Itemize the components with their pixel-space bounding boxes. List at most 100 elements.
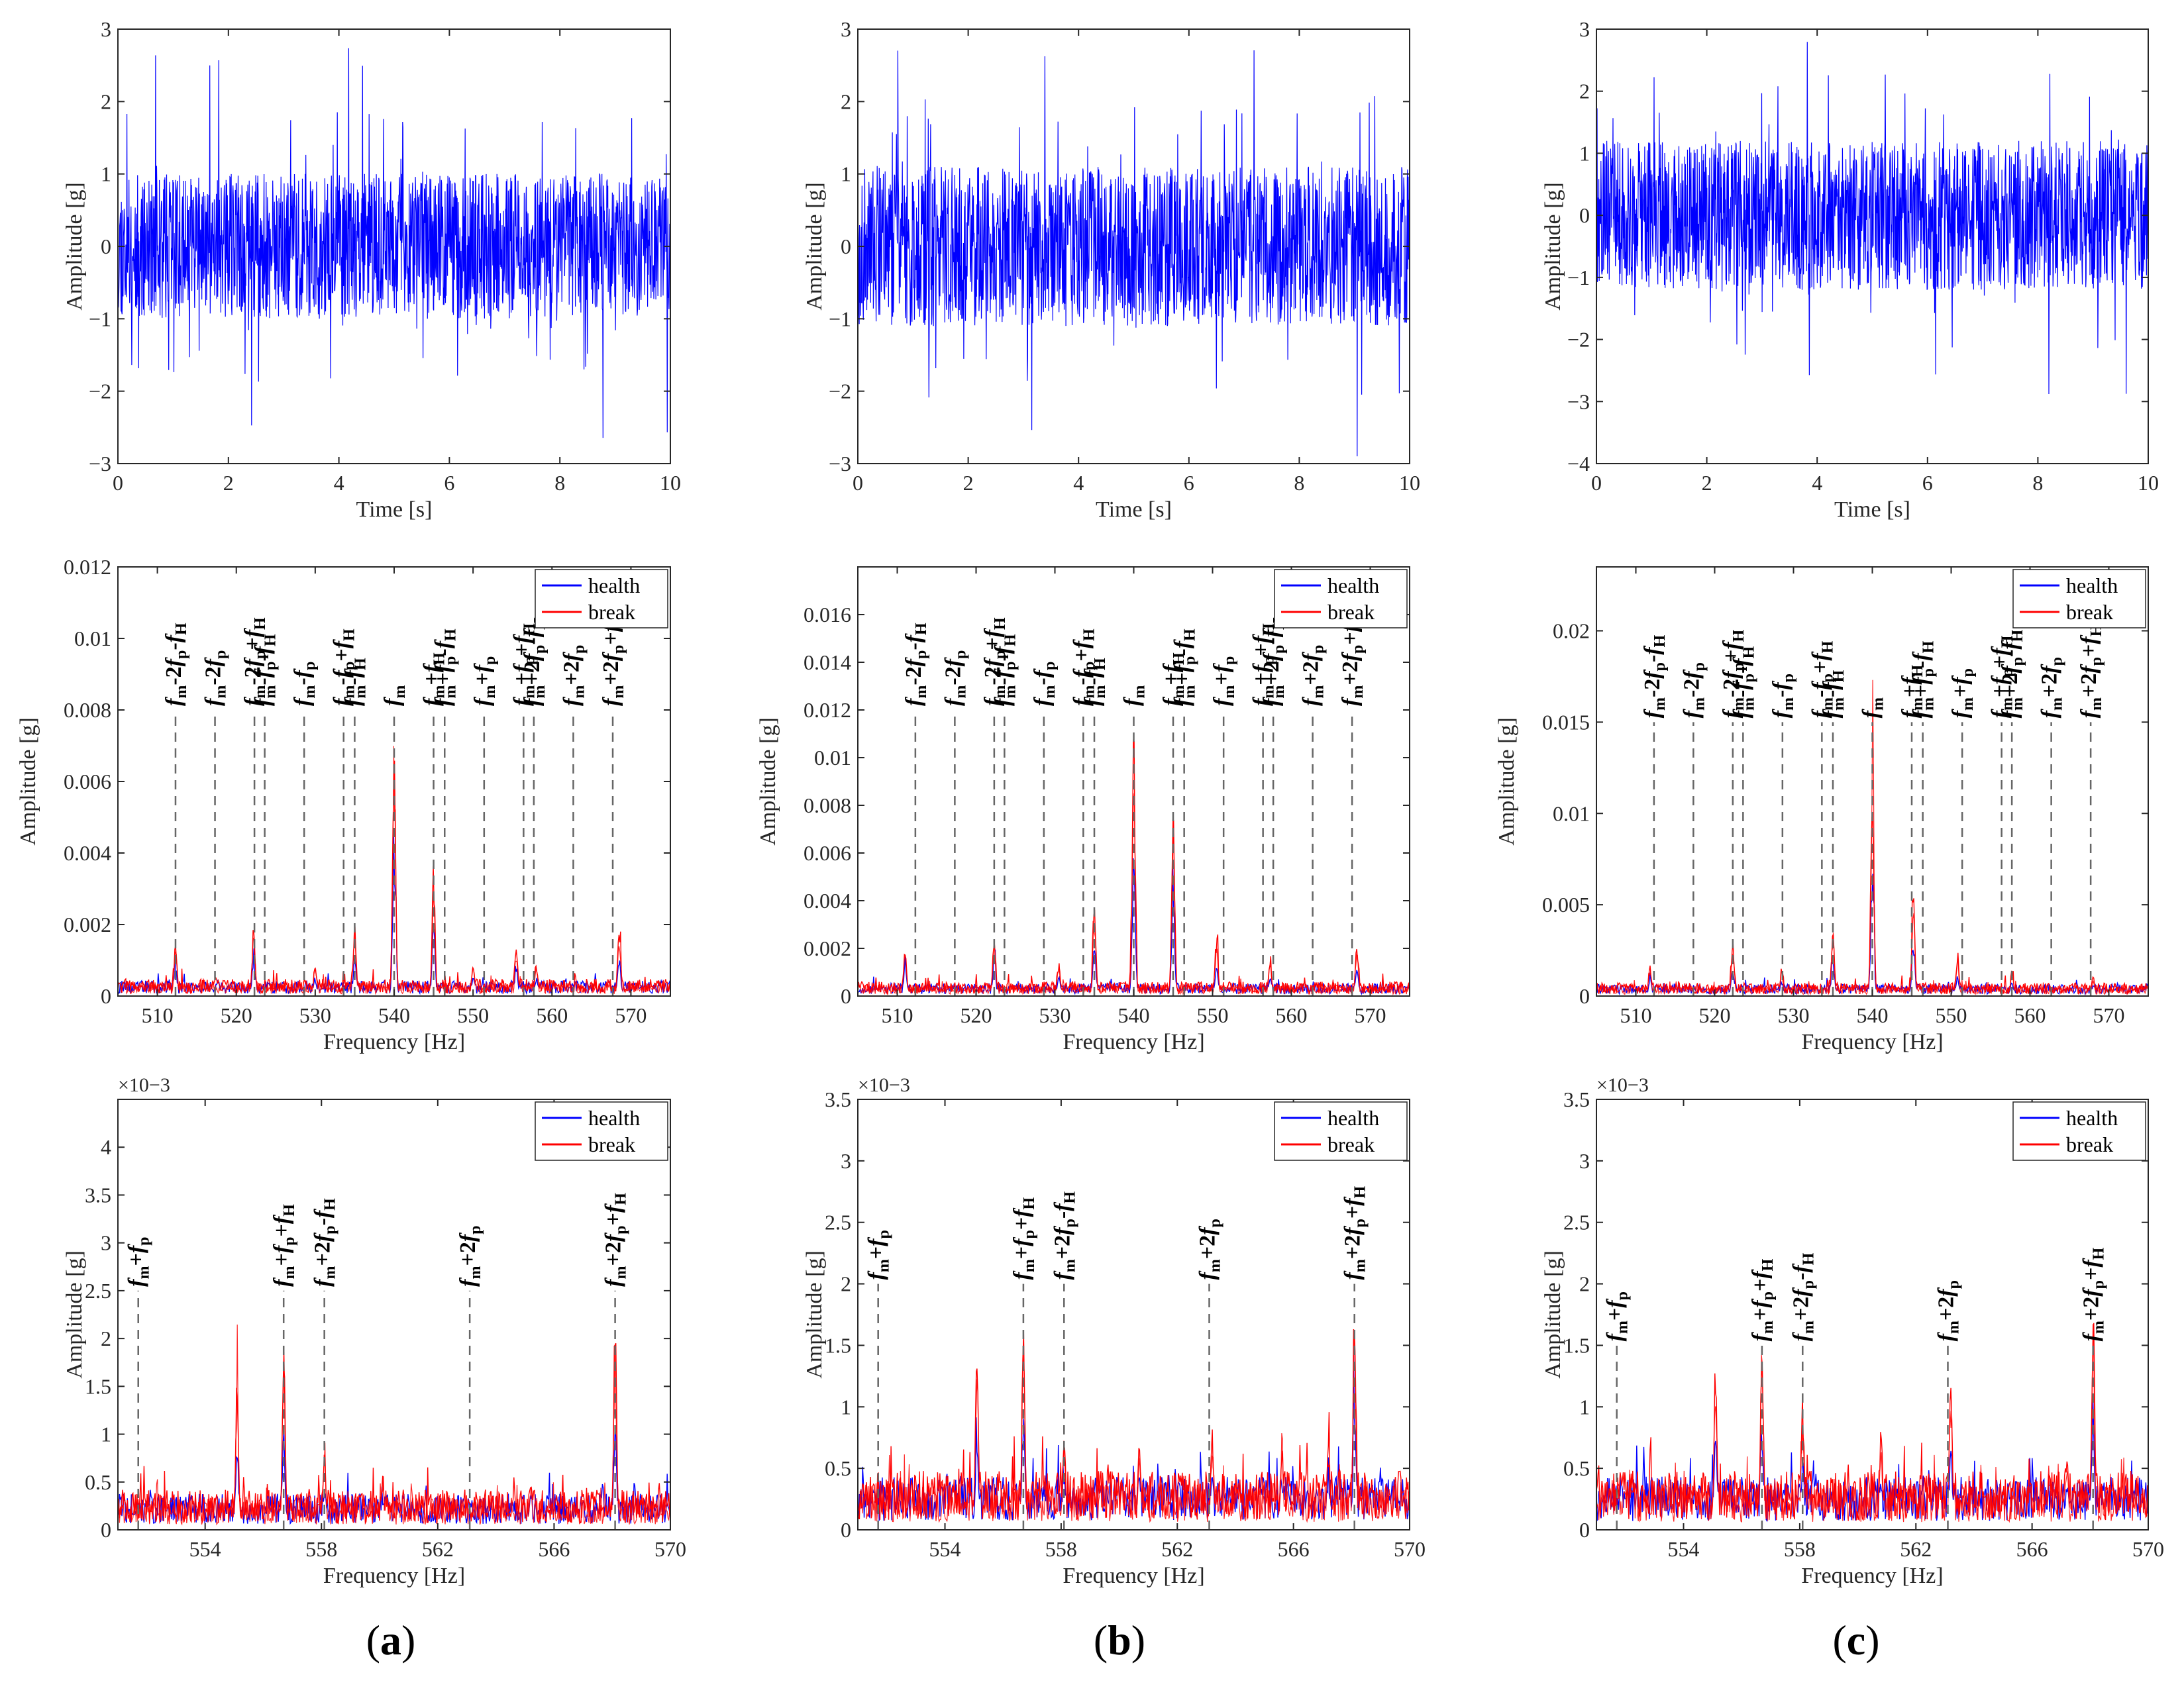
x-axis-label: Time [s] [356, 497, 433, 522]
x-tick-label: 550 [457, 1003, 489, 1027]
axes-box [117, 1099, 671, 1530]
y-tick-label: 1 [841, 162, 851, 186]
marker-label-fm+2fp: fm​+2fp​ [1195, 1219, 1223, 1280]
panel-label-b-close: ) [1131, 1617, 1146, 1664]
x-tick-label: 4 [1073, 471, 1084, 495]
y-tick-label: 2 [841, 1272, 851, 1296]
y-tick-label: 1.5 [85, 1374, 111, 1398]
chart-b-time: 0 2 4 6 8 10 −3 −2 −1 0 1 2 3 Time [s] Amplitude [g] [802, 17, 1420, 522]
marker-label-fm-fp+fH: fm​-fp​+fH​ [1808, 640, 1836, 718]
break-spectrum-series-2 [117, 746, 671, 995]
x-axis-label: Time [s] [1096, 497, 1172, 522]
y-axis-label: Amplitude [g] [802, 1250, 827, 1379]
svg-text:fm​+fp​-fH​: fm​+fp​-fH​ [1170, 628, 1199, 706]
marker-label-fm-fH: fm​-fH​ [340, 658, 369, 706]
svg-text:fm​-2fp​: fm​-2fp​ [1679, 662, 1708, 718]
panel-label-c-open: ( [1832, 1617, 1847, 1664]
y-tick-label: 1 [1579, 1395, 1590, 1419]
y-tick-label: 0.002 [804, 936, 851, 960]
x-tick-label: 0 [113, 471, 123, 495]
marker-label-fm+fp+fH: fm​+fp​+fH​ [1748, 1258, 1777, 1341]
svg-text:fm​-fp​: fm​-fp​ [1769, 674, 1797, 718]
marker-label-fm+fH: fm​+fH​ [1159, 652, 1188, 706]
y-tick-label: 0.01 [1553, 801, 1590, 825]
y-tick-label: 2.5 [1563, 1211, 1590, 1234]
x-tick-label: 570 [654, 1537, 686, 1561]
svg-text:fm​-fp​+fH​: fm​-fp​+fH​ [330, 628, 358, 706]
marker-label-fm-2fp: fm​-2fp​ [941, 650, 969, 706]
marker-label-fm-2fp: fm​-2fp​ [1679, 662, 1708, 718]
y-tick-label: 0.002 [64, 913, 111, 936]
y-tick-label: −1 [89, 307, 111, 330]
marker-label-fm-2fp-fH: fm​-2fp​-fH​ [1640, 634, 1669, 718]
x-axis-label: Frequency [Hz] [1801, 1030, 1943, 1054]
y-tick-label: 0.012 [804, 698, 851, 722]
y-tick-label: 2 [1579, 1272, 1590, 1296]
marker-label-fm-fp: fm​-fp​ [1769, 674, 1797, 718]
marker-label-fm+2fp+fH: fm​+2fp​+fH​ [2077, 624, 2105, 718]
legend: health break [1274, 569, 1408, 628]
x-tick-label: 6 [444, 471, 454, 495]
y-tick-label: 2 [841, 89, 851, 113]
x-tick-label: 6 [1184, 471, 1194, 495]
panel-label-b-letter: b [1108, 1617, 1131, 1664]
y-tick-label: 0 [101, 234, 111, 258]
y-axis-label: Amplitude [g] [62, 1250, 87, 1379]
svg-text:fm​-2fp​-fH​: fm​-2fp​-fH​ [902, 623, 930, 706]
marker-label-fm-fp: fm​-fp​ [1030, 662, 1059, 706]
x-tick-label: 566 [1278, 1537, 1310, 1561]
svg-text:fm​-2fp​-fH​: fm​-2fp​-fH​ [1640, 634, 1669, 718]
legend-label-break: break [1327, 1132, 1375, 1156]
marker-label-fm-fp+fH: fm​-fp​+fH​ [1069, 628, 1098, 706]
legend-label-health: health [2066, 1106, 2118, 1130]
x-tick-label: 8 [554, 471, 565, 495]
y-exponent-label: ×10−3 [1596, 1074, 1649, 1096]
y-tick-label: 0 [841, 234, 851, 258]
x-tick-label: 0 [853, 471, 863, 495]
svg-text:fm​+fp​: fm​+fp​ [470, 656, 499, 706]
y-tick-label: −3 [1567, 389, 1590, 413]
svg-text:fm​+2fp​-fH​: fm​+2fp​-fH​ [1998, 629, 2026, 718]
svg-text:fm​+fp​-fH​: fm​+fp​-fH​ [1909, 640, 1938, 718]
y-tick-label: −3 [89, 452, 111, 476]
chart-a-time: 0 2 4 6 8 10 −3 −2 −1 0 1 2 3 Time [s] Amplitude [g] [62, 17, 681, 522]
svg-text:fm​-fH​: fm​-fH​ [1080, 658, 1109, 706]
panel-label-a-letter: a [380, 1617, 401, 1664]
panel-label-a-close: ) [401, 1617, 416, 1664]
x-tick-label: 560 [1276, 1003, 1308, 1027]
svg-text:fm​-fp​: fm​-fp​ [1030, 662, 1059, 706]
x-tick-label: 558 [305, 1537, 337, 1561]
y-tick-label: −1 [1567, 266, 1590, 289]
x-tick-label: 2 [223, 471, 234, 495]
svg-text:fm​+fH​: fm​+fH​ [1898, 664, 1926, 718]
y-tick-label: 0.015 [1542, 710, 1590, 734]
svg-text:fm​+2fp​: fm​+2fp​ [456, 1225, 484, 1286]
svg-text:fm​+2fp​-fH​: fm​+2fp​-fH​ [311, 1198, 339, 1287]
marker-label-fm+fp-fH: fm​+fp​-fH​ [431, 628, 459, 706]
x-tick-label: 570 [1394, 1537, 1426, 1561]
y-tick-label: 2.5 [85, 1279, 111, 1303]
legend-box [2012, 1101, 2146, 1161]
marker-label-fm+fp+fH: fm​+fp​+fH​ [1988, 635, 2016, 718]
break-spectrum-series-2 [1596, 1324, 2149, 1523]
legend-label-break: break [2066, 600, 2113, 624]
marker-label-fm+fp+fH: fm​+fp​+fH​ [509, 623, 538, 706]
y-tick-label: 0.014 [804, 650, 851, 674]
legend-box [535, 569, 668, 628]
y-tick-label: 0 [101, 984, 111, 1008]
legend: health break [2012, 569, 2146, 628]
svg-text:fm​+fp​: fm​+fp​ [125, 1236, 153, 1286]
x-tick-label: 530 [299, 1003, 331, 1027]
y-tick-label: −3 [829, 452, 851, 476]
x-tick-label: 554 [929, 1537, 961, 1561]
x-tick-label: 530 [1778, 1003, 1810, 1027]
svg-text:fm​+2fp​+fH​: fm​+2fp​+fH​ [2077, 624, 2105, 718]
y-axis-label: Amplitude [g] [16, 717, 40, 846]
marker-label-fm+fp+fH: fm​+fp​+fH​ [1249, 623, 1278, 706]
x-axis-label: Frequency [Hz] [1801, 1564, 1943, 1588]
x-tick-label: 566 [538, 1537, 570, 1561]
x-tick-label: 558 [1784, 1537, 1816, 1561]
y-tick-label: 3 [101, 1231, 111, 1255]
svg-text:fm​+fH​: fm​+fH​ [420, 652, 448, 706]
break-spectrum-series [1596, 817, 2149, 995]
